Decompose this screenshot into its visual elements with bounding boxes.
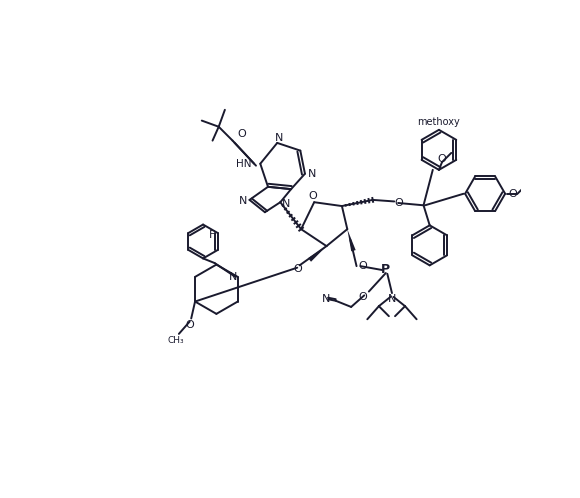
Text: O: O xyxy=(237,129,246,139)
Text: O: O xyxy=(438,154,447,164)
Text: O: O xyxy=(394,198,403,208)
Text: N: N xyxy=(281,199,290,209)
Text: N: N xyxy=(388,294,396,304)
Text: F: F xyxy=(208,230,215,240)
Text: HN: HN xyxy=(235,159,251,169)
Polygon shape xyxy=(308,246,327,262)
Text: O: O xyxy=(185,320,194,330)
Text: N: N xyxy=(308,169,316,179)
Text: N: N xyxy=(239,196,248,206)
Text: O: O xyxy=(293,264,302,274)
Text: O: O xyxy=(358,261,367,271)
Text: CH₃: CH₃ xyxy=(168,336,184,345)
Text: O: O xyxy=(358,292,367,302)
Text: N: N xyxy=(274,133,283,143)
Polygon shape xyxy=(347,229,356,251)
Text: N: N xyxy=(229,272,237,282)
Text: O: O xyxy=(509,189,517,199)
Text: P: P xyxy=(381,263,390,276)
Text: methoxy: methoxy xyxy=(418,117,461,127)
Text: N: N xyxy=(322,294,331,304)
Text: O: O xyxy=(309,191,317,201)
